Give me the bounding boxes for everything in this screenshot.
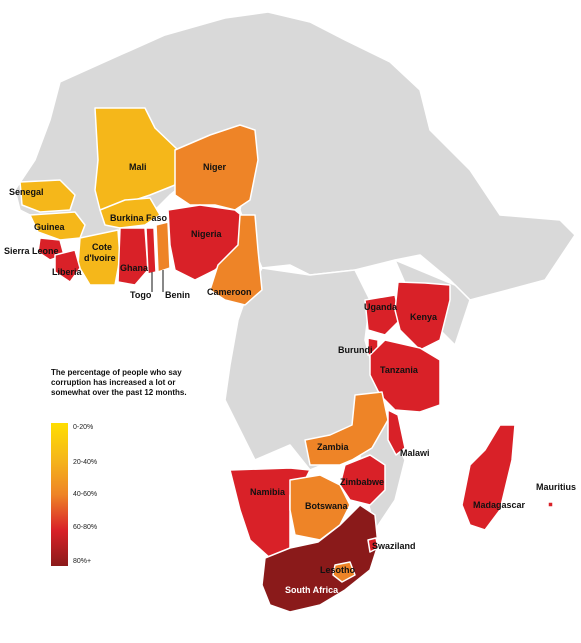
label-burkina-faso: Burkina Faso bbox=[110, 213, 168, 223]
legend-item-20-40: 20-40% bbox=[73, 459, 98, 466]
country-cameroon[interactable] bbox=[209, 214, 263, 306]
country-senegal[interactable] bbox=[19, 179, 76, 213]
label-mali: Mali bbox=[129, 162, 147, 172]
label-zambia: Zambia bbox=[317, 442, 350, 452]
country-liberia[interactable] bbox=[54, 249, 81, 283]
label-cameroon: Cameroon bbox=[207, 287, 252, 297]
country-togo[interactable] bbox=[145, 227, 157, 275]
country-south-africa[interactable] bbox=[261, 504, 379, 613]
label-cote-divoire: Cote d'Ivoire bbox=[84, 242, 116, 263]
country-lesotho[interactable] bbox=[332, 561, 356, 583]
label-liberia: Liberia bbox=[52, 267, 83, 277]
label-uganda: Uganda bbox=[364, 302, 398, 312]
label-togo: Togo bbox=[130, 290, 152, 300]
country-benin[interactable] bbox=[155, 221, 171, 273]
legend-item-80-plus: 80%+ bbox=[73, 558, 92, 565]
legend-item-60-80: 60-80% bbox=[73, 524, 98, 531]
label-leaders bbox=[151, 270, 164, 292]
label-botswana: Botswana bbox=[305, 501, 349, 511]
label-nigeria: Nigeria bbox=[191, 229, 223, 239]
label-madagascar: Madagascar bbox=[473, 500, 526, 510]
label-benin: Benin bbox=[165, 290, 190, 300]
label-burundi: Burundi bbox=[338, 345, 373, 355]
country-zambia[interactable] bbox=[304, 391, 389, 466]
label-mauritius: Mauritius bbox=[536, 482, 576, 492]
country-niger[interactable] bbox=[174, 124, 259, 211]
country-uganda[interactable] bbox=[364, 294, 401, 336]
country-kenya[interactable] bbox=[394, 281, 451, 351]
label-sierra-leone: Sierra Leone bbox=[4, 246, 59, 256]
country-madagascar[interactable] bbox=[461, 424, 516, 531]
country-ghana[interactable] bbox=[117, 227, 149, 286]
country-burkina-faso[interactable] bbox=[99, 197, 161, 229]
label-south-africa: South Africa bbox=[285, 585, 339, 595]
legend: The percentage of people who say corrupt… bbox=[51, 368, 211, 566]
label-kenya: Kenya bbox=[410, 312, 438, 322]
label-namibia: Namibia bbox=[250, 487, 286, 497]
legend-item-40-60: 40-60% bbox=[73, 491, 98, 498]
label-malawi: Malawi bbox=[400, 448, 430, 458]
country-labels: Senegal Mali Niger Burkina Faso Guinea S… bbox=[4, 162, 576, 595]
country-tanzania[interactable] bbox=[369, 339, 441, 413]
label-ghana: Ghana bbox=[120, 263, 149, 273]
country-mauritius[interactable] bbox=[547, 501, 554, 508]
label-senegal: Senegal bbox=[9, 187, 44, 197]
label-tanzania: Tanzania bbox=[380, 365, 419, 375]
legend-gradient-bar bbox=[51, 423, 68, 566]
label-lesotho: Lesotho bbox=[320, 565, 356, 575]
label-niger: Niger bbox=[203, 162, 227, 172]
legend-title: The percentage of people who say corrupt… bbox=[51, 368, 187, 397]
country-shapes bbox=[19, 107, 554, 613]
label-guinea: Guinea bbox=[34, 222, 66, 232]
legend-item-0-20: 0-20% bbox=[73, 424, 94, 431]
country-swaziland[interactable] bbox=[367, 537, 379, 553]
country-malawi[interactable] bbox=[387, 409, 406, 456]
label-zimbabwe: Zimbabwe bbox=[340, 477, 384, 487]
country-mali[interactable] bbox=[94, 107, 179, 211]
label-swaziland: Swaziland bbox=[372, 541, 416, 551]
